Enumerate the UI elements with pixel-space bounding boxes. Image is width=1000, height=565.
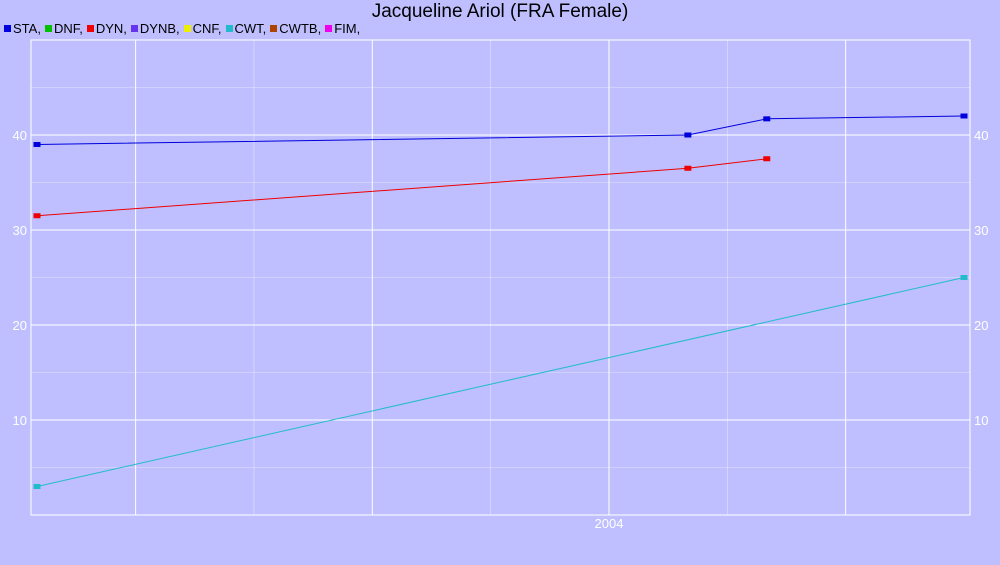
data-point-dyn <box>33 213 41 219</box>
data-point-dyn <box>763 156 771 162</box>
y-tick-label-right: 20 <box>974 318 988 333</box>
data-point-cwt <box>33 484 41 489</box>
legend-item-cwtb: CWTB, <box>270 20 322 36</box>
legend-swatch <box>4 24 11 32</box>
legend-label: CNF, <box>192 20 222 36</box>
y-tick-label-left: 10 <box>13 413 27 428</box>
y-tick-label-right: 40 <box>974 128 988 143</box>
series-sta <box>33 113 968 147</box>
legend-swatch <box>44 24 52 32</box>
y-tick-label-left: 30 <box>13 223 27 238</box>
legend-swatch <box>270 24 278 32</box>
series-lines <box>33 113 968 489</box>
series-line-cwt <box>36 277 965 487</box>
legend-swatch <box>130 24 138 32</box>
y-tick-label-left: 40 <box>13 128 27 143</box>
legend-item-dnf: DNF, <box>44 20 83 36</box>
legend-label: DNF, <box>53 20 83 36</box>
legend-label: STA, <box>13 20 41 36</box>
grid-lines <box>31 40 970 515</box>
data-point-cwt <box>960 275 968 280</box>
x-tick-label: 2004 <box>595 516 624 531</box>
legend-item-cwt: CWT, <box>225 20 267 36</box>
legend-item-sta: STA, <box>4 20 41 36</box>
y-tick-label-right: 10 <box>974 413 988 428</box>
chart-legend: STA, DNF, DYN, DYNB, CNF, CWT, CWTB, FIM, <box>4 20 364 36</box>
series-line-sta <box>36 115 965 145</box>
legend-swatch <box>325 24 333 32</box>
legend-item-dyn: DYN, <box>86 20 127 36</box>
legend-label: DYN, <box>95 20 127 36</box>
legend-label: CWTB, <box>279 20 322 36</box>
data-point-sta <box>763 116 771 122</box>
legend-swatch <box>183 24 191 32</box>
legend-label: FIM, <box>334 20 361 36</box>
data-point-sta <box>33 142 41 147</box>
legend-swatch <box>225 24 233 32</box>
legend-label: CWT, <box>234 20 267 36</box>
data-point-sta <box>960 113 968 119</box>
data-point-sta <box>684 132 692 138</box>
legend-label: DYNB, <box>139 20 180 36</box>
series-cwt <box>33 275 968 489</box>
legend-item-dynb: DYNB, <box>130 20 180 36</box>
legend-swatch <box>86 24 94 32</box>
legend-item-cnf: CNF, <box>183 20 222 36</box>
chart-title: Jacqueline Ariol (FRA Female) <box>371 1 629 22</box>
tick-labels: 10 10 20 20 30 30 40 40 2004 <box>13 128 989 531</box>
legend-item-fim: FIM, <box>325 20 361 36</box>
y-tick-label-left: 20 <box>13 318 27 333</box>
series-dyn <box>33 156 771 219</box>
y-tick-label-right: 30 <box>974 223 988 238</box>
data-point-dyn <box>684 165 692 171</box>
